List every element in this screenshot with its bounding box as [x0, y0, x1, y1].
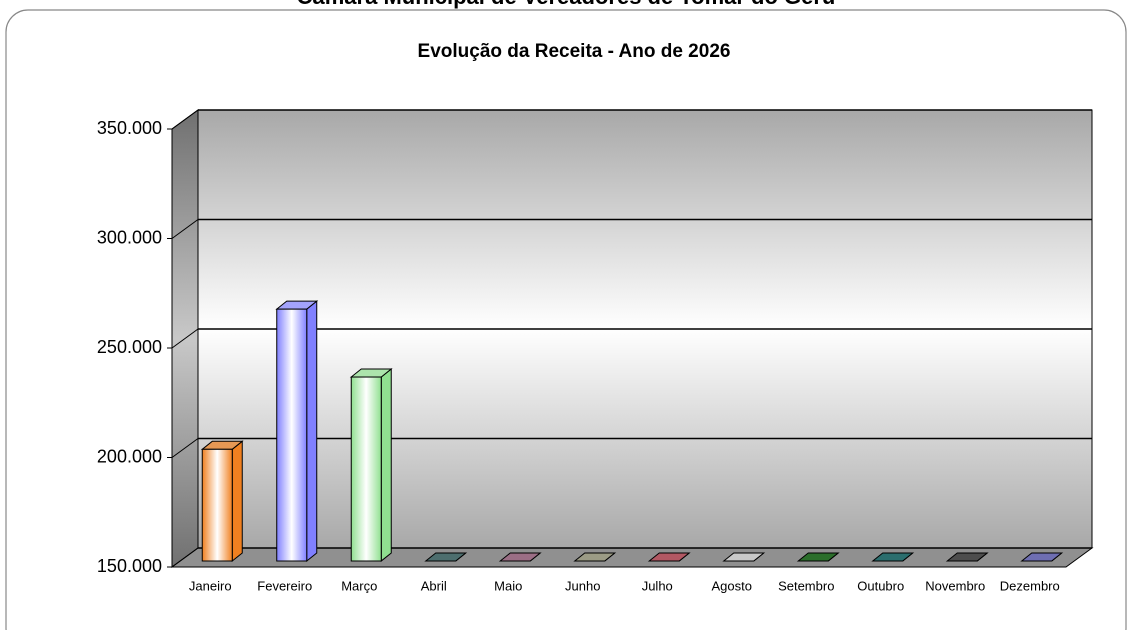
- bar-side: [306, 300, 318, 563]
- bar-top: [945, 552, 989, 562]
- header-title: Câmara Municipal de Vereadores de Tomar …: [297, 0, 836, 9]
- x-tick-label: Março: [341, 578, 377, 593]
- x-tick-label: Fevereiro: [257, 578, 312, 593]
- y-tick-label: 150.000: [97, 556, 162, 576]
- x-tick-label: Novembro: [925, 578, 985, 593]
- bar-top: [871, 552, 915, 562]
- bar: [201, 448, 233, 562]
- y-tick-label: 200.000: [97, 446, 162, 466]
- x-tick-label: Abril: [421, 578, 447, 593]
- bar-top: [647, 552, 691, 562]
- bar: [276, 308, 308, 562]
- grid-line: [171, 438, 199, 458]
- bar-side: [380, 367, 392, 563]
- bar-top: [573, 552, 617, 562]
- bar-top: [722, 552, 766, 562]
- x-tick-label: Outubro: [857, 578, 904, 593]
- x-tick-label: Setembro: [778, 578, 834, 593]
- bar-top: [498, 552, 542, 562]
- x-tick-label: Agosto: [712, 578, 752, 593]
- x-tick-label: Janeiro: [189, 578, 232, 593]
- bar: [350, 376, 382, 562]
- y-tick-label: 250.000: [97, 337, 162, 357]
- bar-top: [424, 552, 468, 562]
- chart-title: Evolução da Receita - Ano de 2026: [418, 41, 731, 62]
- x-tick-label: Maio: [494, 578, 522, 593]
- x-tick-label: Junho: [565, 578, 600, 593]
- y-tick-label: 350.000: [97, 118, 162, 138]
- grid-line: [171, 109, 199, 130]
- y-tick-label: 300.000: [97, 227, 162, 247]
- bar-top: [1020, 552, 1064, 562]
- x-tick-label: Dezembro: [1000, 578, 1060, 593]
- bar-side: [231, 440, 243, 563]
- grid-line: [171, 219, 199, 239]
- grid-line: [171, 328, 199, 349]
- bar-top: [796, 552, 840, 562]
- x-tick-label: Julho: [642, 578, 673, 593]
- grid-line: [171, 547, 199, 568]
